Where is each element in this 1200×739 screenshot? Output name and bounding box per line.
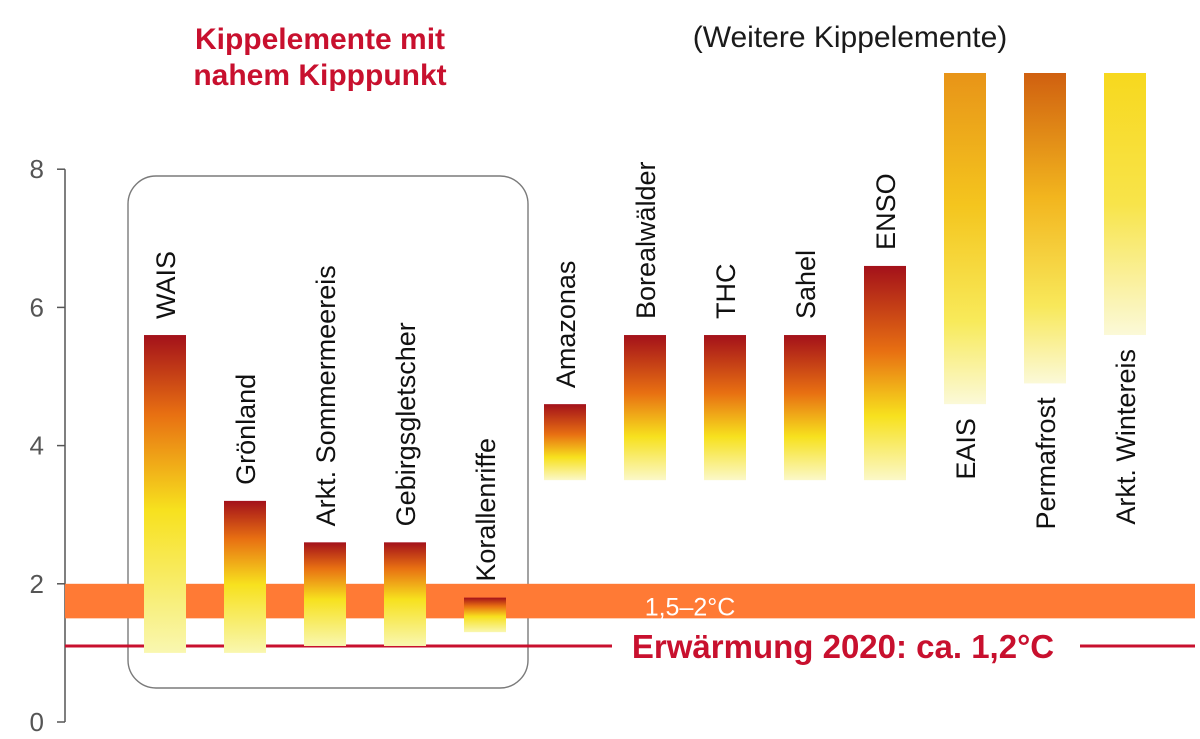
bar-label: EAIS bbox=[951, 418, 981, 480]
bar-label: Arkt. Wintereis bbox=[1111, 349, 1141, 525]
y-tick-label: 2 bbox=[30, 569, 44, 599]
bar-amazonas bbox=[544, 404, 586, 481]
heading-near-tipping-points: Kippelemente mit nahem Kipppunkt bbox=[120, 22, 520, 94]
bar-label: Amazonas bbox=[551, 261, 581, 389]
bar-label: Borealwälder bbox=[631, 161, 661, 319]
bar-wais bbox=[144, 335, 186, 653]
bar-arkt-wintereis bbox=[1104, 73, 1146, 336]
warming-2020-label: Erwärmung 2020: ca. 1,2°C bbox=[632, 628, 1054, 665]
bar-eais bbox=[944, 73, 986, 405]
y-tick-label: 0 bbox=[30, 707, 44, 737]
bar-permafrost bbox=[1024, 73, 1066, 384]
heading-near-line1: Kippelemente mit bbox=[194, 23, 446, 56]
heading-near-line2: nahem Kipppunkt bbox=[193, 59, 447, 92]
bar-grönland bbox=[224, 500, 266, 653]
y-tick-label: 8 bbox=[30, 154, 44, 184]
bar-label: Permafrost bbox=[1031, 397, 1061, 530]
bar-arkt-sommermeereis bbox=[304, 542, 346, 646]
bar-gebirgsgletscher bbox=[384, 542, 426, 646]
bar-label: Grönland bbox=[231, 374, 261, 485]
y-tick-label: 4 bbox=[30, 431, 44, 461]
heading-further-tipping-elements: (Weitere Kippelemente) bbox=[692, 21, 1008, 54]
bar-label: ENSO bbox=[871, 173, 901, 250]
bar-label: WAIS bbox=[151, 251, 181, 319]
bar-label: THC bbox=[711, 264, 741, 320]
bar-enso bbox=[864, 265, 906, 481]
near-tipping-frame bbox=[127, 175, 529, 689]
bar-label: Korallenriffe bbox=[471, 438, 501, 582]
bar-thc bbox=[704, 335, 746, 481]
bar-borealwälder bbox=[624, 335, 666, 481]
bar-label: Sahel bbox=[791, 250, 821, 319]
bar-korallenriffe bbox=[464, 597, 506, 633]
y-tick-label: 6 bbox=[30, 292, 44, 322]
bar-label: Arkt. Sommermeereis bbox=[311, 265, 341, 526]
bar-label: Gebirgsgletscher bbox=[391, 322, 421, 526]
band-label: 1,5–2°C bbox=[645, 593, 736, 621]
bar-sahel bbox=[784, 335, 826, 481]
